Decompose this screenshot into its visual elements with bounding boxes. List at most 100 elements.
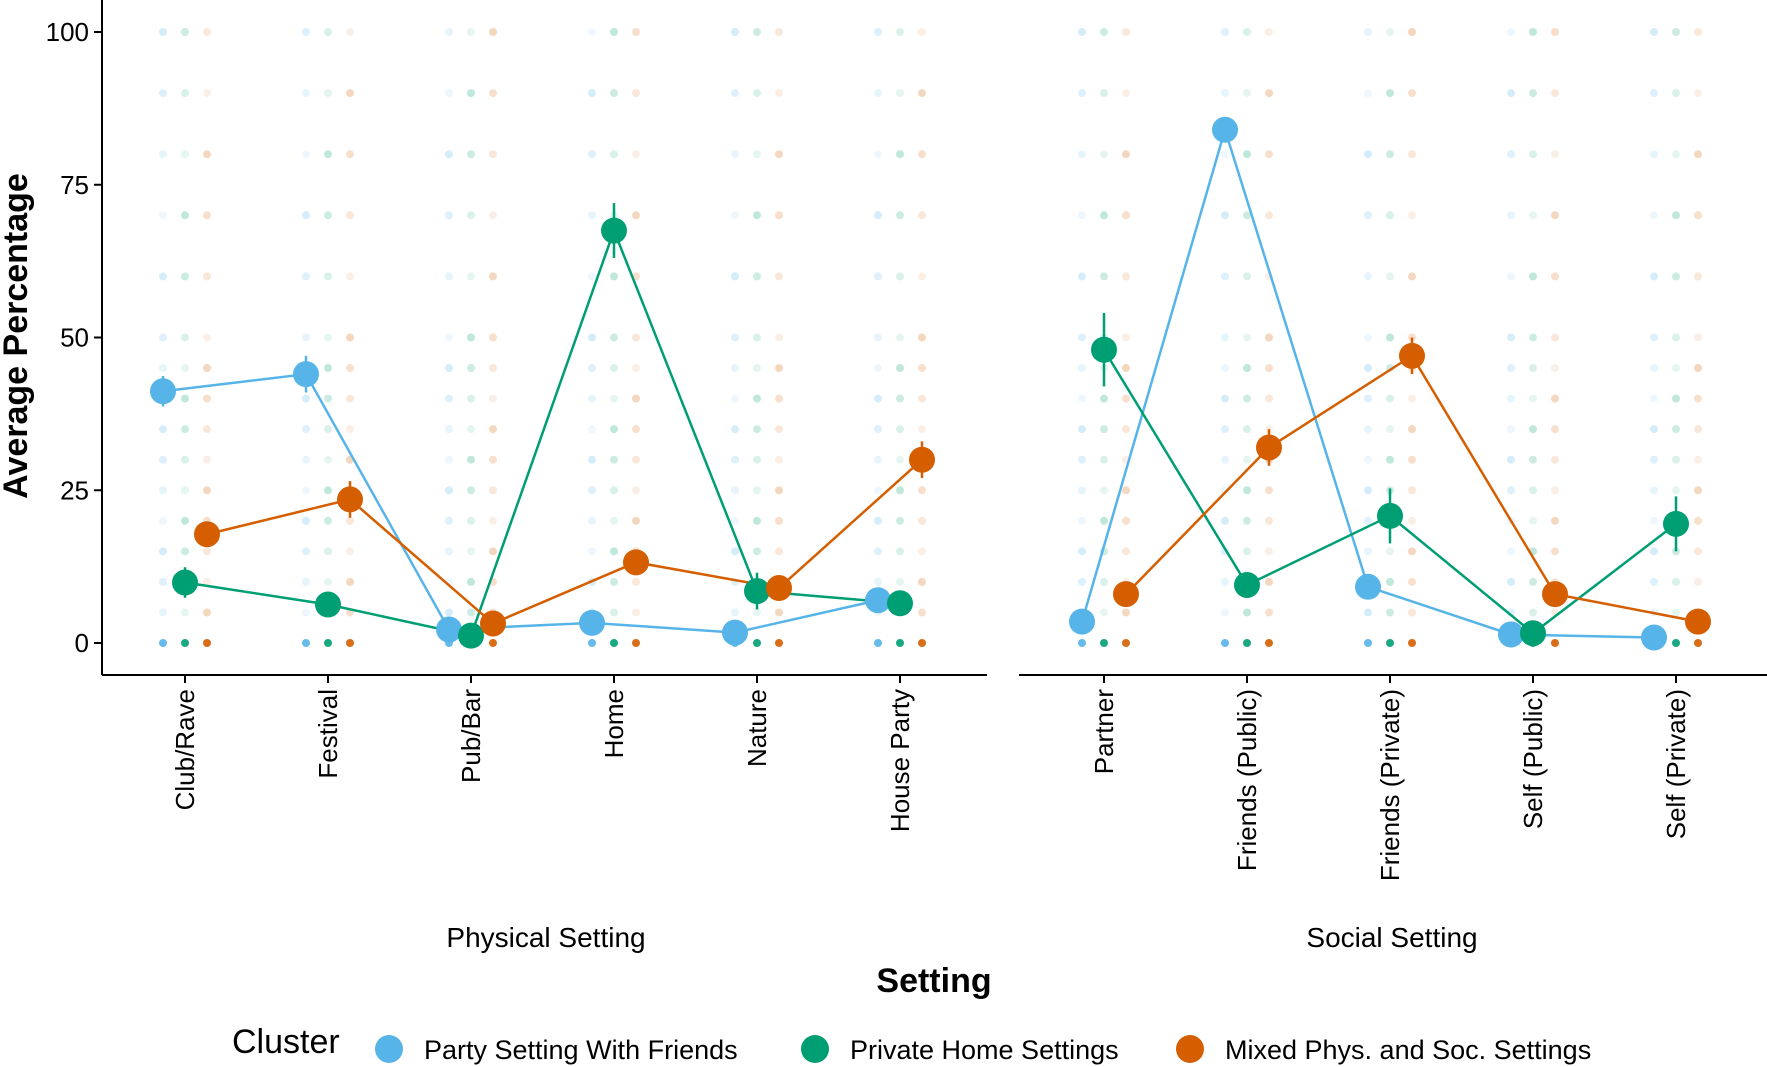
- raw-dot: [874, 89, 882, 98]
- raw-dot: [1100, 394, 1108, 403]
- y-tick-label: 75: [60, 170, 89, 200]
- raw-dot: [445, 150, 453, 159]
- series-line: [206, 458, 923, 625]
- raw-dot: [302, 272, 310, 281]
- raw-dot: [181, 28, 189, 36]
- raw-dot: [302, 608, 310, 617]
- raw-dot: [874, 272, 882, 281]
- raw-dot: [1122, 425, 1130, 434]
- raw-dot: [302, 150, 310, 159]
- raw-dot: [1386, 333, 1394, 342]
- raw-dot: [874, 150, 882, 159]
- raw-dot: [1122, 28, 1130, 36]
- raw-dot: [1221, 364, 1229, 373]
- raw-dot: [1100, 486, 1108, 495]
- raw-dot: [1650, 486, 1658, 495]
- raw-dot: [1672, 28, 1680, 36]
- raw-dot: [346, 516, 354, 525]
- raw-dot: [1078, 425, 1086, 434]
- raw-dot: [302, 455, 310, 464]
- raw-dot: [610, 547, 618, 556]
- raw-dot: [1122, 89, 1130, 98]
- raw-dot: [467, 577, 475, 586]
- raw-dot: [1408, 425, 1416, 434]
- raw-dot: [1221, 28, 1229, 36]
- series-line: [162, 372, 879, 634]
- raw-dot: [181, 639, 189, 647]
- raw-dot: [632, 577, 640, 586]
- raw-dot: [610, 577, 618, 586]
- raw-dot: [1507, 272, 1515, 281]
- data-point: [744, 578, 770, 605]
- legend-swatch-mixed: [1176, 1035, 1204, 1063]
- raw-dot: [1221, 333, 1229, 342]
- raw-dot: [1122, 547, 1130, 556]
- raw-dot: [1364, 28, 1372, 36]
- raw-dot: [1386, 150, 1394, 159]
- raw-dot: [918, 211, 926, 220]
- raw-dot: [588, 394, 596, 403]
- raw-dot: [1078, 639, 1086, 647]
- raw-dot: [324, 547, 332, 556]
- raw-dot: [1529, 333, 1537, 342]
- raw-dot: [1551, 150, 1559, 159]
- raw-dot: [775, 211, 783, 220]
- data-point: [623, 549, 649, 576]
- raw-dot: [632, 150, 640, 159]
- raw-dot: [731, 89, 739, 98]
- raw-dot: [1364, 547, 1372, 556]
- raw-dot: [874, 486, 882, 495]
- raw-dot: [1386, 455, 1394, 464]
- raw-dot: [1551, 425, 1559, 434]
- raw-dot: [1221, 394, 1229, 403]
- raw-dot: [489, 394, 497, 403]
- raw-dot: [1265, 486, 1273, 495]
- raw-dot: [610, 89, 618, 98]
- raw-dot: [753, 28, 761, 36]
- raw-dot: [1078, 272, 1086, 281]
- raw-dot: [1100, 639, 1108, 647]
- raw-dot: [159, 516, 167, 525]
- raw-dot: [1694, 639, 1702, 647]
- raw-dot: [1529, 364, 1537, 373]
- raw-dot: [302, 28, 310, 36]
- raw-dot: [346, 150, 354, 159]
- raw-dot: [1078, 364, 1086, 373]
- raw-dot: [1672, 455, 1680, 464]
- y-tick-label: 100: [46, 17, 89, 47]
- raw-dot: [632, 486, 640, 495]
- raw-dot: [588, 272, 596, 281]
- raw-dot: [203, 150, 211, 159]
- raw-dot: [181, 211, 189, 220]
- raw-dot: [203, 394, 211, 403]
- raw-dot: [1386, 89, 1394, 98]
- raw-dot: [1078, 28, 1086, 36]
- raw-dot: [588, 486, 596, 495]
- data-point: [293, 361, 319, 388]
- legend-swatch-private: [801, 1035, 829, 1063]
- raw-dot: [467, 425, 475, 434]
- raw-dot: [1551, 516, 1559, 525]
- data-point: [172, 569, 198, 596]
- raw-dot: [731, 272, 739, 281]
- raw-dot: [896, 394, 904, 403]
- raw-dot: [467, 486, 475, 495]
- raw-dot: [1122, 211, 1130, 220]
- raw-dot: [775, 28, 783, 36]
- raw-dot: [1650, 547, 1658, 556]
- raw-dot: [775, 608, 783, 617]
- chart-panels: 0 25 50 75 100 Club/Rave Festival Pub/Bar Home Na…: [46, 0, 1767, 953]
- raw-dot: [1694, 577, 1702, 586]
- raw-dot: [1386, 577, 1394, 586]
- panel-label: Social Setting: [1306, 922, 1477, 953]
- raw-dot: [731, 425, 739, 434]
- data-point: [1399, 342, 1425, 369]
- data-point: [1091, 336, 1117, 363]
- raw-dot: [1507, 211, 1515, 220]
- raw-dot: [1364, 608, 1372, 617]
- raw-dot: [1100, 516, 1108, 525]
- raw-dot: [1507, 425, 1515, 434]
- raw-dot: [632, 425, 640, 434]
- raw-dot: [1650, 394, 1658, 403]
- raw-dot: [1694, 364, 1702, 373]
